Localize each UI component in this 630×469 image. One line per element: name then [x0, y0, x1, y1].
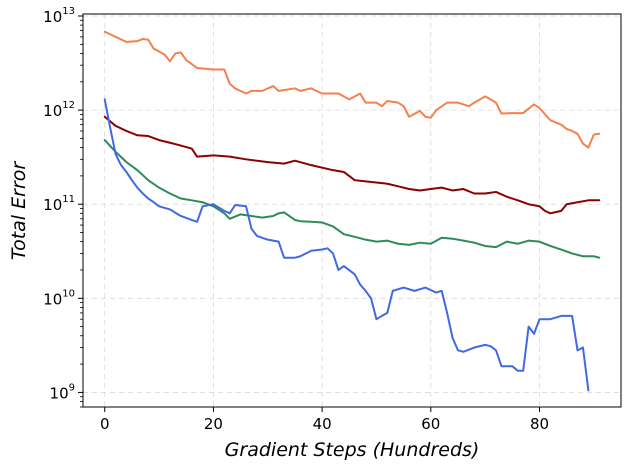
- x-tick-label: 20: [204, 415, 223, 433]
- series-line-2: [103, 115, 601, 215]
- series-line-4: [103, 98, 590, 392]
- x-axis-title: Gradient Steps (Hundreds): [225, 439, 480, 461]
- x-axis-ticks: 0 20 40 60 80: [100, 407, 549, 433]
- x-tick-label: 0: [100, 415, 110, 433]
- grid-lines: [83, 14, 621, 407]
- x-tick-label: 40: [313, 415, 332, 433]
- y-axis-title: Total Error: [8, 161, 30, 261]
- plot-frame: [82, 13, 622, 408]
- series-line-3: [103, 139, 601, 259]
- x-tick-label: 80: [530, 415, 549, 433]
- y-tick-label: 1010: [43, 288, 75, 308]
- y-tick-label: 109: [50, 382, 75, 402]
- y-tick-label: 1011: [43, 194, 75, 214]
- y-tick-label: 1013: [43, 6, 75, 26]
- series-layer: [103, 30, 601, 392]
- y-axis-ticks: 109 1010 1011 1012 1013: [43, 6, 83, 408]
- series-line-1: [103, 30, 601, 149]
- x-tick-label: 60: [421, 415, 440, 433]
- y-tick-label: 1012: [43, 100, 75, 120]
